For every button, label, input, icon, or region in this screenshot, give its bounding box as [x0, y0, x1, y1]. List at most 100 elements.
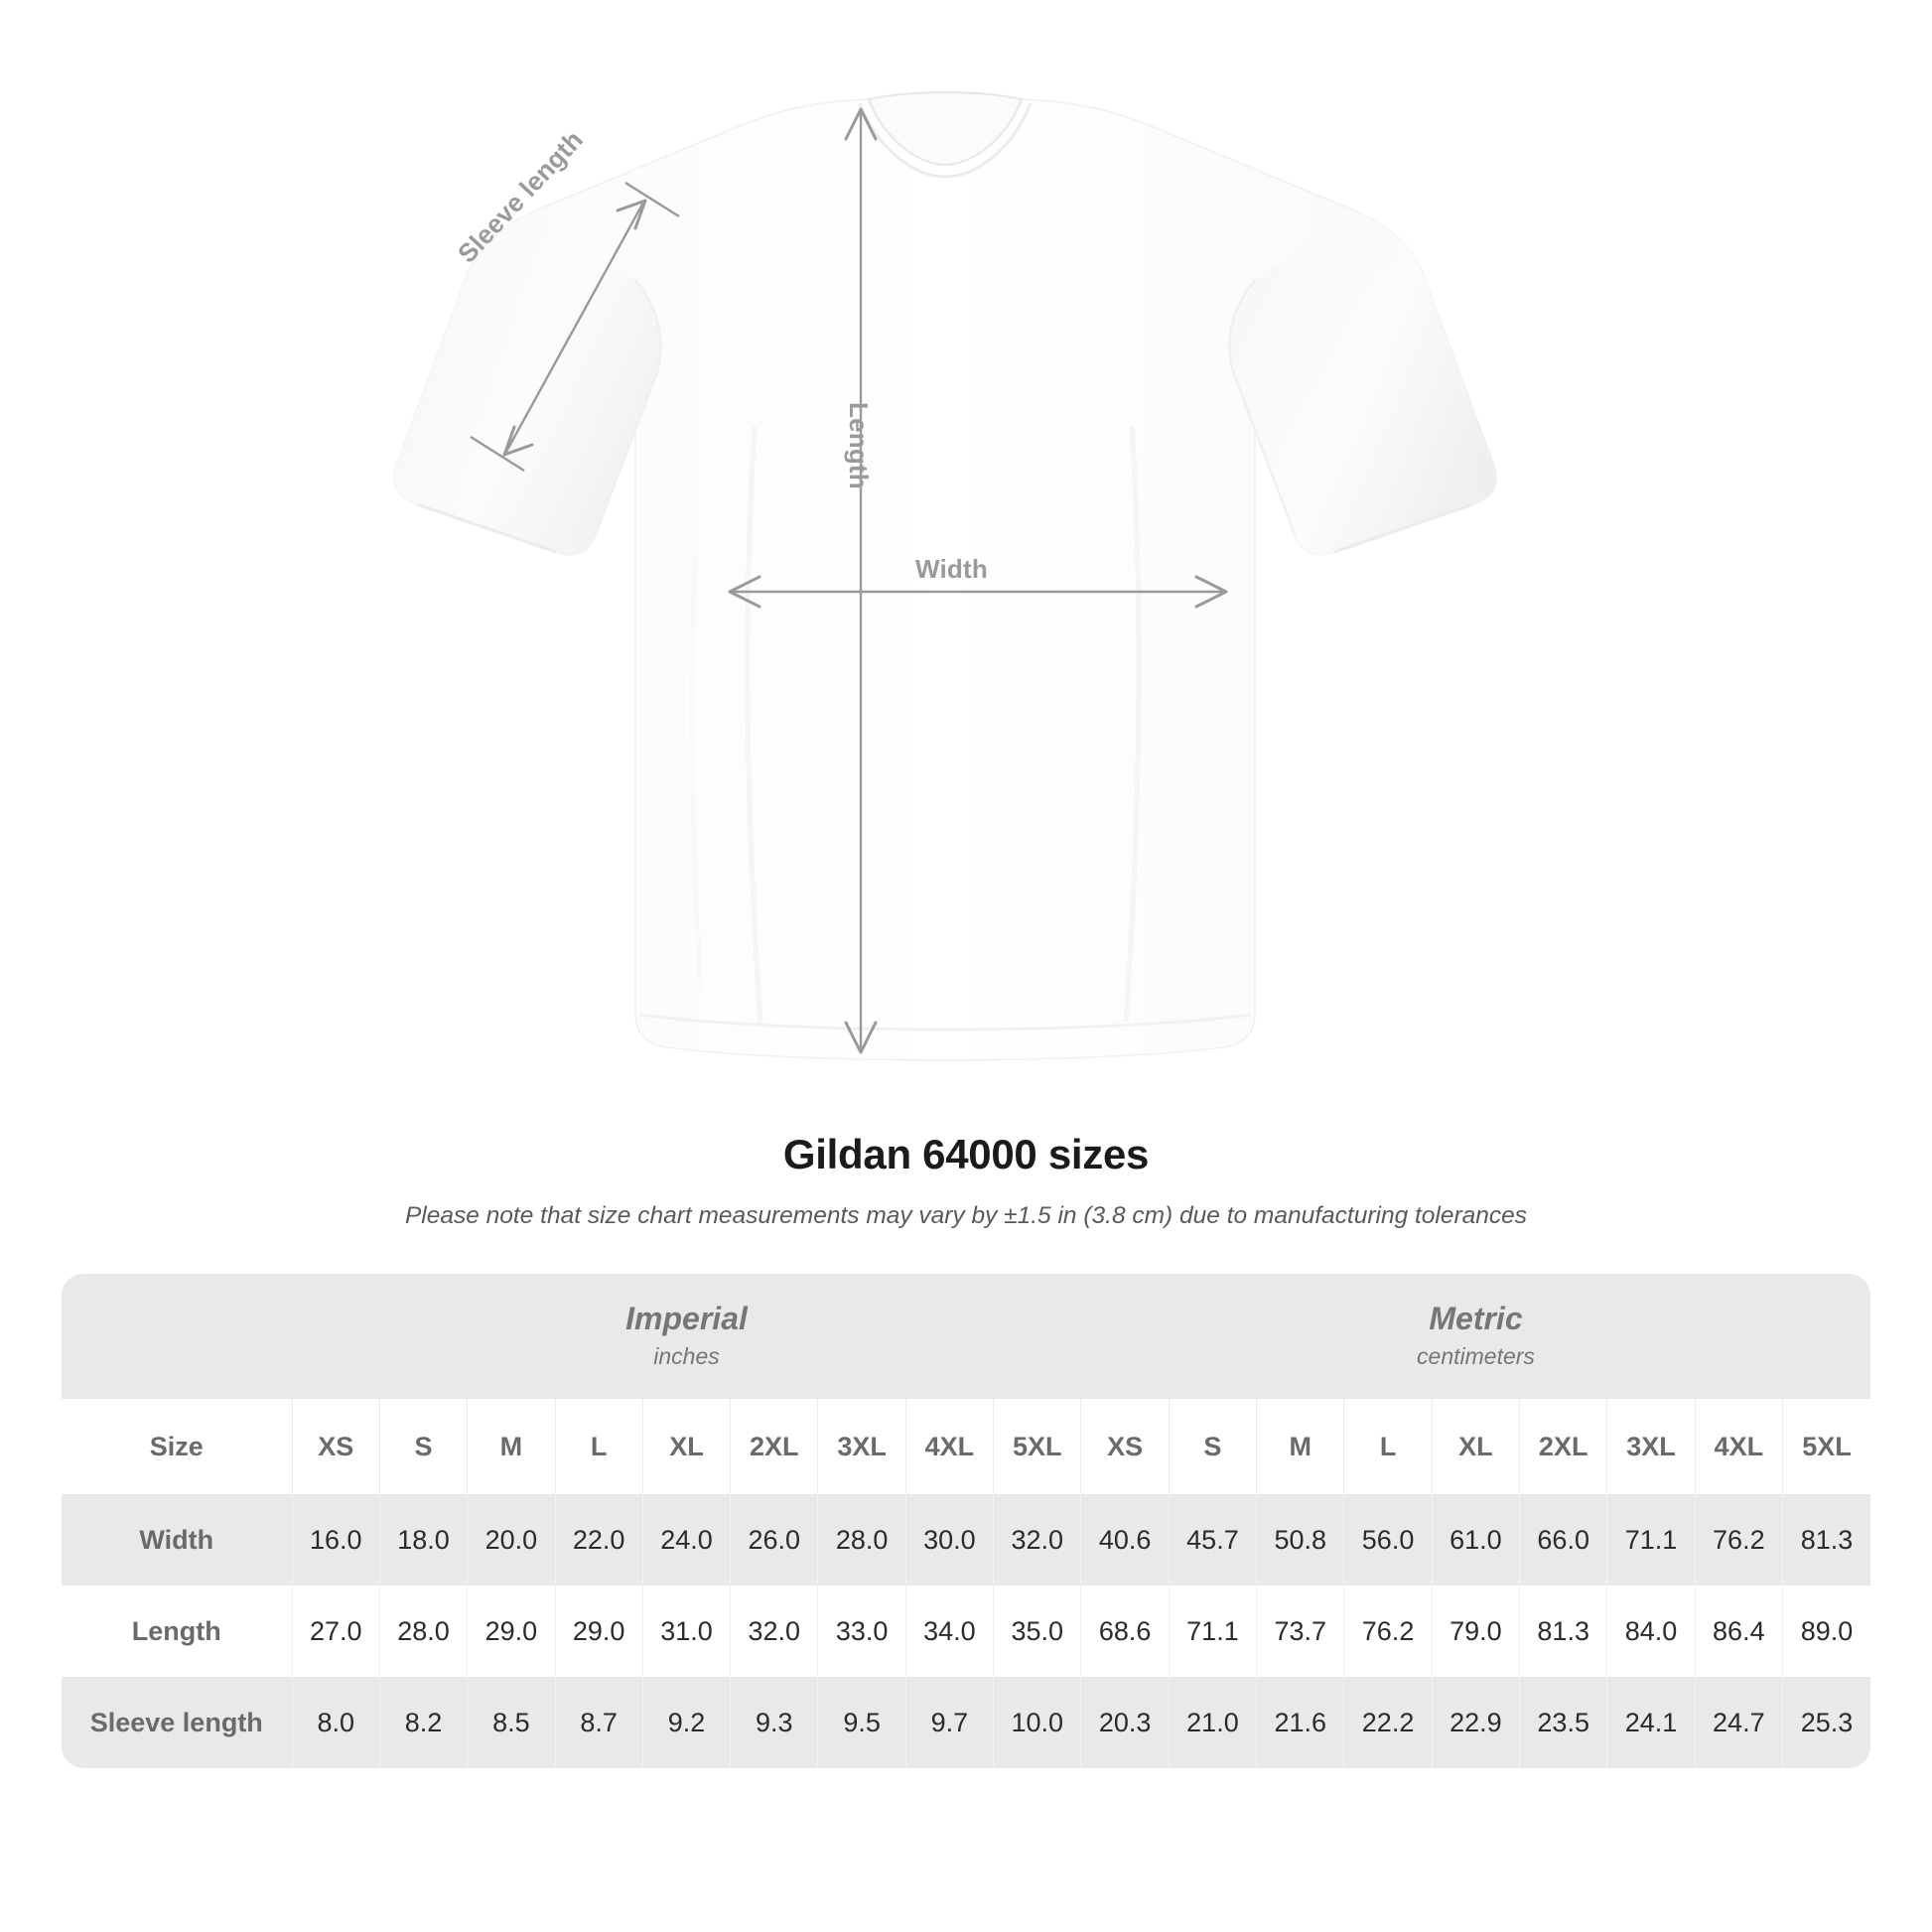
sleeve-cap-bottom [470, 435, 525, 473]
measurement-cell: 27.0 [292, 1586, 380, 1677]
measurement-cell: 31.0 [642, 1586, 732, 1677]
measurement-cell: 40.6 [1080, 1494, 1170, 1586]
table-row: Sleeve length 8.0 8.2 8.5 8.7 9.2 9.3 9.5 9.7 10.… [62, 1677, 1870, 1768]
measurement-cell: 22.2 [1343, 1677, 1433, 1768]
unit-group-row: Imperial inches Metric centimeters [62, 1274, 1870, 1399]
measurement-cell: 71.1 [1169, 1586, 1258, 1677]
measurement-cell: 35.0 [993, 1586, 1082, 1677]
measurement-cell: 76.2 [1695, 1494, 1783, 1586]
measurement-cell: 21.0 [1169, 1677, 1258, 1768]
measurement-cell: 79.0 [1432, 1586, 1521, 1677]
measurement-cell: 86.4 [1695, 1586, 1783, 1677]
measurement-cell: 89.0 [1782, 1586, 1870, 1677]
tshirt-illustration [393, 90, 1497, 1061]
unit-group-unit: centimeters [1417, 1343, 1535, 1370]
measurement-cell: 29.0 [555, 1586, 643, 1677]
measurement-cell: 24.7 [1695, 1677, 1783, 1768]
measurement-cell: 9.3 [730, 1677, 819, 1768]
measurement-cell: 22.9 [1432, 1677, 1521, 1768]
measurement-cell: 25.3 [1782, 1677, 1870, 1768]
measurement-cell: 81.3 [1782, 1494, 1870, 1586]
size-header-cell: 2XL [1519, 1399, 1608, 1494]
size-header-cell: 3XL [817, 1399, 906, 1494]
tolerance-note: Please note that size chart measurements… [404, 1202, 1528, 1230]
table-row: Length 27.0 28.0 29.0 29.0 31.0 32.0 33.0 34.0 35… [62, 1586, 1870, 1677]
length-label: Length [844, 402, 874, 489]
measurement-cell: 20.0 [467, 1494, 556, 1586]
size-header-cell: 4XL [1695, 1399, 1783, 1494]
size-header-cell: S [1169, 1399, 1258, 1494]
measurement-cell: 68.6 [1080, 1586, 1170, 1677]
measurement-cell: 18.0 [379, 1494, 469, 1586]
measurement-cell: 32.0 [730, 1586, 819, 1677]
unit-group-name: Imperial [625, 1300, 748, 1336]
unit-group-name: Metric [1429, 1300, 1523, 1336]
measurement-cell: 45.7 [1169, 1494, 1258, 1586]
measurement-cell: 33.0 [817, 1586, 906, 1677]
measurement-cell: 9.2 [642, 1677, 732, 1768]
size-header-cell: XS [292, 1399, 380, 1494]
size-header-cell: L [1343, 1399, 1433, 1494]
measurement-cell: 66.0 [1519, 1494, 1608, 1586]
measurement-cell: 22.0 [555, 1494, 643, 1586]
tshirt-diagram: Sleeve length Length Width [393, 90, 1497, 1061]
measurement-cell: 24.1 [1606, 1677, 1696, 1768]
width-arrow-right [1194, 575, 1228, 609]
measurement-cell: 21.6 [1256, 1677, 1345, 1768]
sleeve-arrow-bottom [502, 425, 534, 457]
size-header-cell: XL [642, 1399, 732, 1494]
measurement-cell: 20.3 [1080, 1677, 1170, 1768]
measurement-cell: 10.0 [993, 1677, 1082, 1768]
shirt-body [393, 90, 1497, 1061]
measurement-cell: 50.8 [1256, 1494, 1345, 1586]
length-arrow-bottom [844, 1021, 878, 1054]
size-table: Imperial inches Metric centimeters Size XS S M L… [62, 1274, 1870, 1768]
group-row-spacer [62, 1274, 293, 1399]
size-header-cell: 3XL [1606, 1399, 1696, 1494]
measurement-cell: 9.5 [817, 1677, 906, 1768]
measurement-cell: 30.0 [905, 1494, 995, 1586]
measurement-cell: 23.5 [1519, 1677, 1608, 1768]
size-table-container: Imperial inches Metric centimeters Size XS S M L… [62, 1274, 1870, 1768]
sleeve-line [504, 202, 645, 453]
size-header-row: Size XS S M L XL 2XL 3XL 4XL 5XL XS S M L XL 2XL 3XL 4XL 5… [62, 1399, 1870, 1494]
measurement-cell: 28.0 [379, 1586, 469, 1677]
size-header-cell: S [379, 1399, 469, 1494]
size-header-cell: 4XL [905, 1399, 995, 1494]
size-header-cell: M [467, 1399, 556, 1494]
measurement-cell: 71.1 [1606, 1494, 1696, 1586]
width-label: Width [915, 554, 988, 584]
measurement-row-label: Width [62, 1494, 293, 1586]
measurement-cell: 24.0 [642, 1494, 732, 1586]
measurement-cell: 8.0 [292, 1677, 380, 1768]
size-header-cell: XL [1432, 1399, 1521, 1494]
size-header-cell: M [1256, 1399, 1345, 1494]
length-arrow-top [844, 107, 878, 141]
measurement-cell: 8.7 [555, 1677, 643, 1768]
sleeve-cap-top [624, 181, 680, 218]
measurement-cell: 28.0 [817, 1494, 906, 1586]
size-header-cell: L [555, 1399, 643, 1494]
title-block: Gildan 64000 sizes Please note that size… [0, 1131, 1932, 1231]
measurement-cell: 8.5 [467, 1677, 556, 1768]
measurement-cell: 9.7 [905, 1677, 995, 1768]
measurement-row-label: Length [62, 1586, 293, 1677]
measurement-cell: 29.0 [467, 1586, 556, 1677]
measurement-cell: 16.0 [292, 1494, 380, 1586]
width-arrow-left [728, 575, 761, 609]
table-row: Width 16.0 18.0 20.0 22.0 24.0 26.0 28.0 30.0 32.… [62, 1494, 1870, 1586]
size-column-header: Size [62, 1399, 293, 1494]
measurement-cell: 26.0 [730, 1494, 819, 1586]
measurement-lines [470, 107, 1228, 1054]
sleeve-arrow-top [616, 199, 647, 230]
measurement-cell: 8.2 [379, 1677, 469, 1768]
measurement-cell: 76.2 [1343, 1586, 1433, 1677]
size-header-cell: XS [1080, 1399, 1170, 1494]
measurement-cell: 32.0 [993, 1494, 1082, 1586]
measurement-cell: 56.0 [1343, 1494, 1433, 1586]
size-header-cell: 5XL [993, 1399, 1082, 1494]
page-title: Gildan 64000 sizes [782, 1131, 1150, 1177]
measurement-cell: 84.0 [1606, 1586, 1696, 1677]
measurement-cell: 81.3 [1519, 1586, 1608, 1677]
